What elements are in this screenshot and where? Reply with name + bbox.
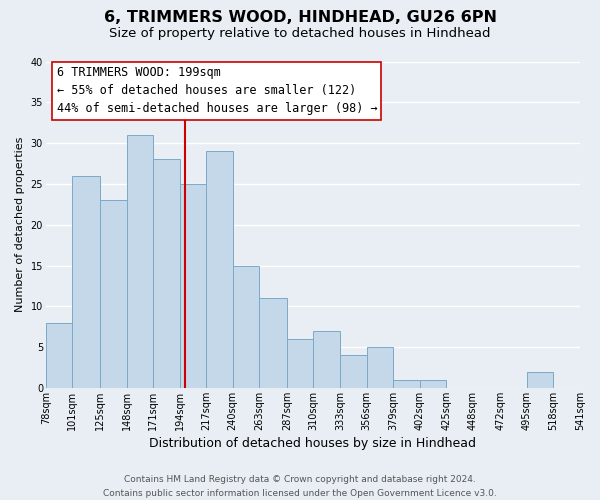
Bar xyxy=(100,200,127,388)
Bar xyxy=(367,347,393,388)
Bar xyxy=(206,152,233,388)
Bar xyxy=(313,331,340,388)
Bar xyxy=(527,372,553,388)
Bar xyxy=(419,380,446,388)
Text: Size of property relative to detached houses in Hindhead: Size of property relative to detached ho… xyxy=(109,28,491,40)
Text: Contains HM Land Registry data © Crown copyright and database right 2024.
Contai: Contains HM Land Registry data © Crown c… xyxy=(103,476,497,498)
Bar xyxy=(179,184,206,388)
Bar xyxy=(393,380,419,388)
Text: 6, TRIMMERS WOOD, HINDHEAD, GU26 6PN: 6, TRIMMERS WOOD, HINDHEAD, GU26 6PN xyxy=(104,10,497,25)
Bar xyxy=(46,322,73,388)
Text: 6 TRIMMERS WOOD: 199sqm
← 55% of detached houses are smaller (122)
44% of semi-d: 6 TRIMMERS WOOD: 199sqm ← 55% of detache… xyxy=(56,66,377,116)
Bar xyxy=(287,339,313,388)
Bar xyxy=(340,356,367,388)
Bar xyxy=(153,160,179,388)
Bar xyxy=(233,266,259,388)
Bar xyxy=(127,135,153,388)
Y-axis label: Number of detached properties: Number of detached properties xyxy=(15,137,25,312)
X-axis label: Distribution of detached houses by size in Hindhead: Distribution of detached houses by size … xyxy=(149,437,476,450)
Bar xyxy=(259,298,287,388)
Bar xyxy=(73,176,100,388)
